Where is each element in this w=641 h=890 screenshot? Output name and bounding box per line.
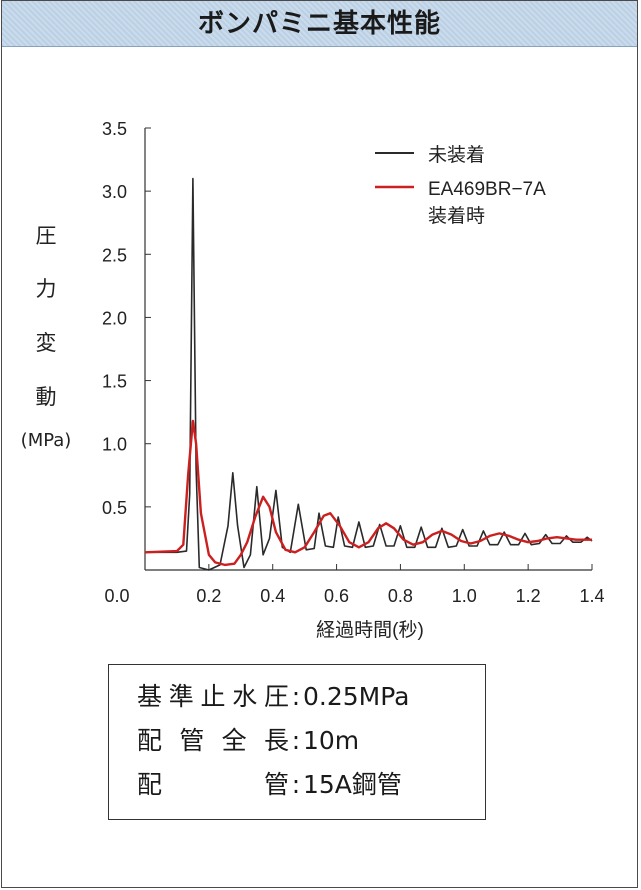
spec-row-standard-pressure: 基準止水圧:0.25MPa bbox=[137, 679, 410, 715]
x-tick-label: 0.6 bbox=[324, 586, 349, 606]
spec-box: 基準止水圧:0.25MPa 配管全長:10m 配管:15A鋼管 bbox=[108, 664, 486, 820]
x-axis-label: 経過時間(秒) bbox=[316, 619, 424, 641]
y-axis-label-char-3: 変 bbox=[35, 331, 57, 355]
spec-row-pipe: 配管:15A鋼管 bbox=[137, 767, 402, 803]
y-axis-label-char-2: 力 bbox=[35, 277, 57, 301]
y-tick-label: 1.0 bbox=[102, 435, 127, 455]
x-tick-label: 0.2 bbox=[196, 586, 221, 606]
spec-value: 10m bbox=[303, 726, 360, 755]
y-tick-label: 0.5 bbox=[102, 498, 127, 518]
spec-value: 15A鋼管 bbox=[303, 770, 402, 799]
spec-label: 配管全長 bbox=[137, 726, 289, 755]
page-title: ボンパミニ基本性能 bbox=[197, 9, 441, 39]
series-line-unequipped bbox=[145, 177, 593, 571]
spec-label: 配管 bbox=[137, 770, 289, 799]
legend-label-equipped-suffix: 装着時 bbox=[428, 205, 485, 227]
y-tick-label: 1.5 bbox=[102, 372, 127, 392]
legend-label-unequipped: 未装着 bbox=[428, 144, 485, 166]
y-tick-label: 3.5 bbox=[102, 119, 127, 139]
pressure-chart: 0.0 0.5 1.0 1.5 2.0 2.5 3.0 3.5 0.2 0.4 0.6 0.8 1.0 1… bbox=[102, 119, 605, 641]
y-axis-unit: (MPa) bbox=[20, 430, 72, 451]
y-axis-label-char-4: 動 bbox=[35, 385, 57, 409]
spec-value: 0.25MPa bbox=[303, 682, 410, 711]
header-bar: ボンパミニ基本性能 bbox=[2, 1, 637, 47]
y-tick-label: 3.0 bbox=[102, 182, 127, 202]
x-tick-label: 1.2 bbox=[516, 586, 541, 606]
y-tick-label: 2.5 bbox=[102, 245, 127, 265]
x-tick-label: 0.8 bbox=[388, 586, 413, 606]
x-tick-label: 0.4 bbox=[260, 586, 285, 606]
origin-tick-label: 0.0 bbox=[104, 586, 129, 606]
x-tick-label: 1.0 bbox=[452, 586, 477, 606]
series-line-equipped bbox=[144, 419, 592, 567]
legend-label-equipped-model: EA469BR−7A bbox=[428, 179, 546, 200]
x-tick-label: 1.4 bbox=[579, 586, 604, 606]
y-axis-label-char-1: 圧 bbox=[35, 224, 57, 248]
spec-label: 基準止水圧 bbox=[137, 682, 289, 711]
chart-legend: 未装着 EA469BR−7A 装着時 bbox=[375, 144, 546, 227]
spec-row-pipe-length: 配管全長:10m bbox=[137, 723, 359, 759]
y-tick-label: 2.0 bbox=[102, 308, 127, 328]
